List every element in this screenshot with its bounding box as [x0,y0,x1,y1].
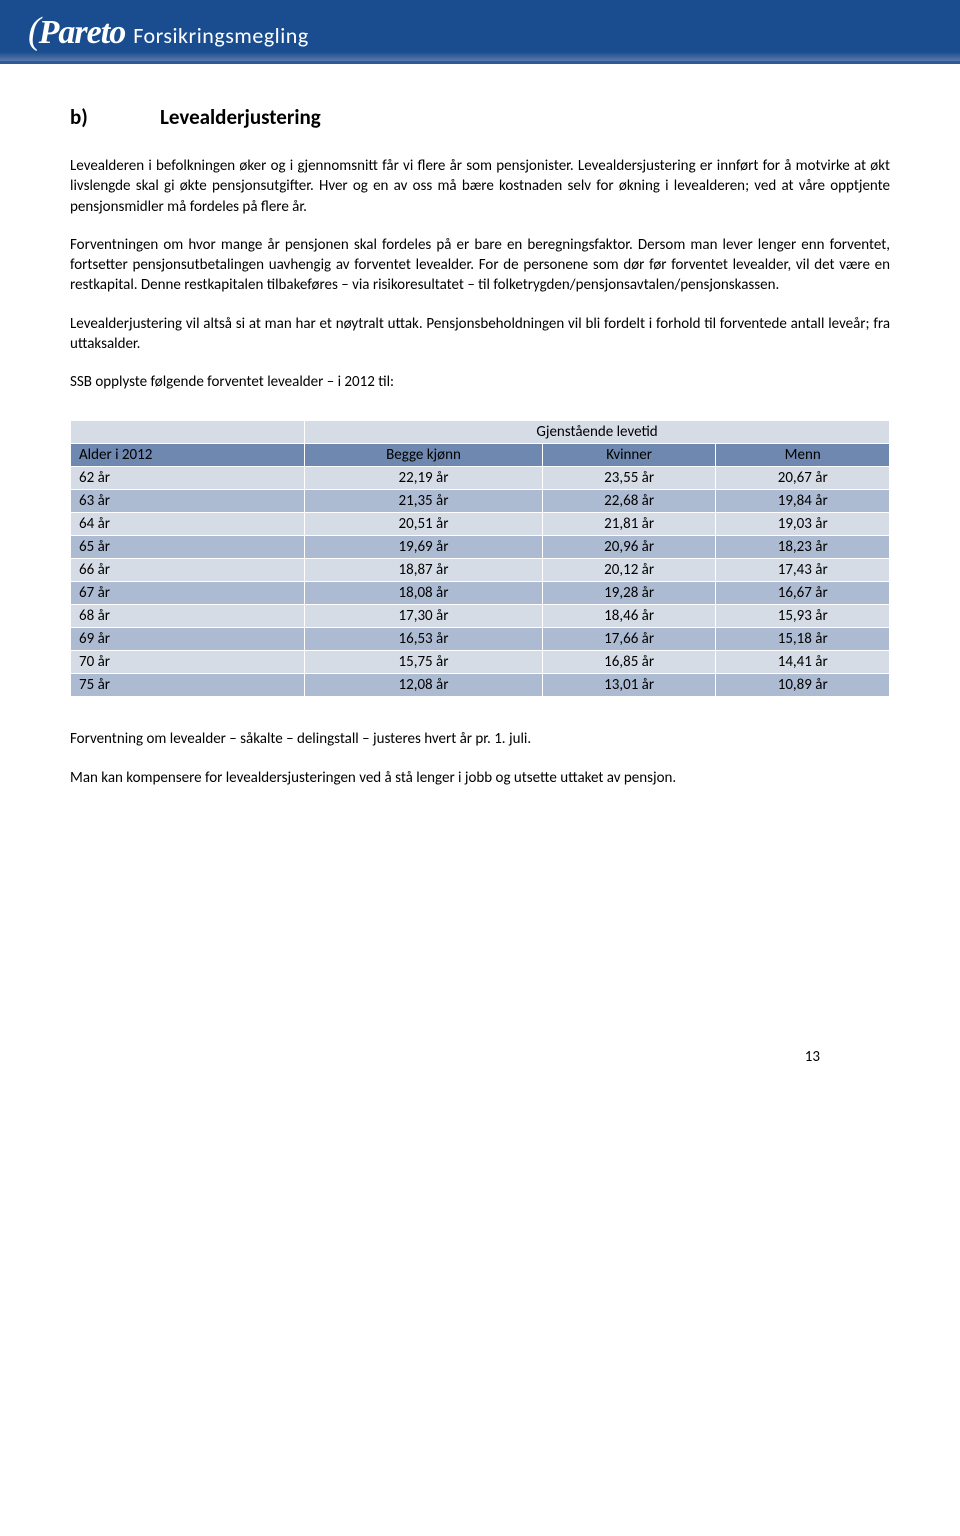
table-cell: 18,08 år [305,582,543,605]
table-col-2: Kvinner [542,444,716,467]
page-header: ( Pareto Forsikringsmegling [0,0,960,64]
table-cell: 18,23 år [716,536,890,559]
logo-sub-text: Forsikringsmegling [133,22,308,49]
table-cell: 67 år [71,582,305,605]
table-cell: 17,66 år [542,628,716,651]
table-cell: 15,18 år [716,628,890,651]
table-row: 64 år20,51 år21,81 år19,03 år [71,513,890,536]
table-cell: 23,55 år [542,467,716,490]
table-row: 68 år17,30 år18,46 år15,93 år [71,605,890,628]
table-body: 62 år22,19 år23,55 år20,67 år63 år21,35 … [71,467,890,697]
table-cell: 66 år [71,559,305,582]
table-header-row-top: Gjenstående levetid [71,421,890,444]
section-label: b) [70,104,160,130]
table-col-1: Begge kjønn [305,444,543,467]
document-content: b)Levealderjustering Levealderen i befol… [0,64,960,1128]
paragraph-5: Forventning om levealder – såkalte – del… [70,729,890,749]
page-number: 13 [805,1048,820,1066]
table-row: 63 år21,35 år22,68 år19,84 år [71,490,890,513]
table-cell: 19,84 år [716,490,890,513]
table-cell: 20,51 år [305,513,543,536]
section-heading: b)Levealderjustering [70,104,890,130]
table-cell: 22,68 år [542,490,716,513]
table-cell: 15,93 år [716,605,890,628]
table-cell: 14,41 år [716,651,890,674]
table-cell: 63 år [71,490,305,513]
logo-main-text: Pareto [39,14,126,52]
table-cell: 21,81 år [542,513,716,536]
table-row: 69 år16,53 år17,66 år15,18 år [71,628,890,651]
table-cell: 19,28 år [542,582,716,605]
table-cell: 16,67 år [716,582,890,605]
table-cell: 20,96 år [542,536,716,559]
table-cell: 16,85 år [542,651,716,674]
table-header-blank [71,421,305,444]
table-row: 66 år18,87 år20,12 år17,43 år [71,559,890,582]
table-row: 65 år19,69 år20,96 år18,23 år [71,536,890,559]
section-title: Levealderjustering [160,104,321,130]
table-cell: 69 år [71,628,305,651]
table-col-0: Alder i 2012 [71,444,305,467]
table-cell: 62 år [71,467,305,490]
table-cell: 65 år [71,536,305,559]
table-cell: 75 år [71,674,305,697]
table-row: 70 år15,75 år16,85 år14,41 år [71,651,890,674]
table-row: 62 år22,19 år23,55 år20,67 år [71,467,890,490]
table-header-span: Gjenstående levetid [305,421,890,444]
brand-logo: ( Pareto Forsikringsmegling [28,9,309,53]
table-cell: 22,19 år [305,467,543,490]
table-header-row-cols: Alder i 2012 Begge kjønn Kvinner Menn [71,444,890,467]
table-cell: 70 år [71,651,305,674]
table-col-3: Menn [716,444,890,467]
paragraph-4: SSB opplyste følgende forventet levealde… [70,372,890,392]
table-row: 75 år12,08 år13,01 år10,89 år [71,674,890,697]
table-cell: 17,43 år [716,559,890,582]
table-cell: 16,53 år [305,628,543,651]
paragraph-3: Levealderjustering vil altså si at man h… [70,314,890,355]
table-row: 67 år18,08 år19,28 år16,67 år [71,582,890,605]
table-cell: 18,87 år [305,559,543,582]
table-cell: 12,08 år [305,674,543,697]
table-cell: 15,75 år [305,651,543,674]
table-cell: 19,69 år [305,536,543,559]
table-cell: 68 år [71,605,305,628]
table-cell: 64 år [71,513,305,536]
table-cell: 21,35 år [305,490,543,513]
table-cell: 18,46 år [542,605,716,628]
page-footer: 13 [70,1048,890,1098]
table-cell: 20,12 år [542,559,716,582]
paragraph-2: Forventningen om hvor mange år pensjonen… [70,235,890,296]
table-cell: 17,30 år [305,605,543,628]
table-cell: 19,03 år [716,513,890,536]
paragraph-1: Levealderen i befolkningen øker og i gje… [70,156,890,217]
table-cell: 13,01 år [542,674,716,697]
paragraph-6: Man kan kompensere for levealdersjusteri… [70,768,890,788]
table-header: Gjenstående levetid Alder i 2012 Begge k… [71,421,890,467]
life-expectancy-table: Gjenstående levetid Alder i 2012 Begge k… [70,420,890,697]
table-cell: 20,67 år [716,467,890,490]
table-cell: 10,89 år [716,674,890,697]
